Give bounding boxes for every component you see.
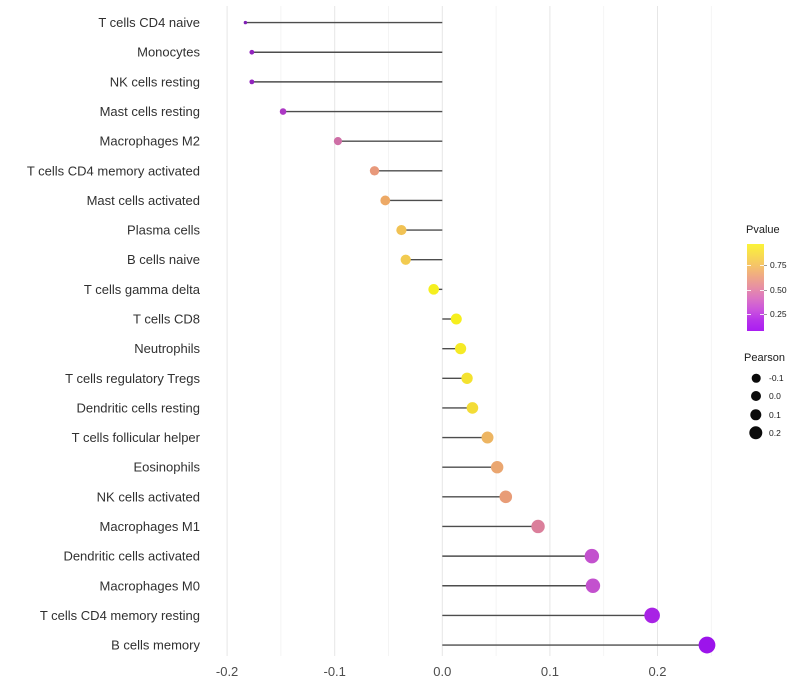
pvalue-tick-mark — [764, 314, 767, 315]
lollipop-dot — [461, 372, 473, 384]
lollipop-dot — [466, 402, 479, 414]
pearson-size-dot — [750, 409, 762, 421]
y-axis-label: B cells naive — [127, 252, 200, 267]
pearson-legend-item: 0.2 — [742, 426, 800, 440]
lollipop-dot — [585, 578, 601, 593]
lollipop-dot — [450, 313, 462, 325]
lollipop-dot — [279, 108, 287, 115]
pearson-legend-item: -0.1 — [742, 371, 800, 385]
pvalue-legend: Pvalue 0.75 0.50 0.25 — [742, 224, 800, 339]
y-axis-label: T cells follicular helper — [72, 430, 201, 445]
x-axis-tick-label: 0.2 — [648, 664, 666, 679]
pearson-legend: Pearson -0.1 0.0 0.1 0.2 — [742, 352, 800, 447]
pearson-size-dot — [751, 373, 761, 383]
lollipop-dot — [584, 548, 600, 564]
x-axis-tick-label: -0.1 — [323, 664, 345, 679]
pearson-size-label: 0.1 — [769, 410, 781, 420]
lollipop-dot — [454, 343, 467, 355]
y-axis-label: T cells CD8 — [133, 312, 200, 327]
y-axis-label: Mast cells resting — [100, 104, 200, 119]
lollipop-dot — [481, 431, 494, 444]
x-axis-tick-label: 0.1 — [541, 664, 559, 679]
y-axis-label: T cells CD4 memory activated — [27, 163, 200, 178]
y-axis-label: B cells memory — [111, 638, 200, 653]
y-axis-label: Monocytes — [137, 45, 200, 60]
y-axis-label: T cells CD4 memory resting — [40, 608, 200, 623]
pvalue-bar-tick — [760, 314, 764, 315]
pearson-size-dot — [749, 426, 763, 440]
pvalue-bar-tick — [747, 314, 751, 315]
y-axis-label: Plasma cells — [127, 223, 200, 238]
pvalue-tick-mark — [764, 290, 767, 291]
lollipop-dot — [644, 607, 660, 624]
y-axis-label: Dendritic cells resting — [76, 400, 200, 415]
y-axis-label: Macrophages M1 — [100, 519, 200, 534]
y-axis-label: T cells gamma delta — [84, 282, 201, 297]
pearson-legend-item: 0.1 — [742, 408, 800, 422]
pearson-size-label: 0.2 — [769, 428, 781, 438]
pearson-size-label: 0.0 — [769, 391, 781, 401]
pvalue-bar-tick — [760, 290, 764, 291]
lollipop-dot — [243, 20, 248, 25]
pvalue-gradient-bar — [747, 244, 764, 331]
y-axis-label: Macrophages M0 — [100, 578, 200, 593]
y-axis-label: Dendritic cells activated — [63, 549, 200, 564]
y-axis-label: Macrophages M2 — [100, 134, 200, 149]
pvalue-bar-tick — [747, 265, 751, 266]
lollipop-dot — [249, 49, 255, 55]
y-axis-label: T cells regulatory Tregs — [65, 371, 200, 386]
lollipop-dot — [698, 636, 716, 654]
pvalue-bar-tick — [747, 290, 751, 291]
lollipop-dot — [369, 166, 380, 176]
pearson-legend-item: 0.0 — [742, 389, 800, 403]
lollipop-dot — [531, 519, 545, 534]
x-axis-tick-label: -0.2 — [216, 664, 238, 679]
lollipop-dot — [249, 79, 255, 85]
y-axis-label: NK cells resting — [110, 74, 200, 89]
pearson-size-label: -0.1 — [769, 373, 784, 383]
lollipop-dot — [396, 224, 407, 236]
pvalue-legend-title: Pvalue — [746, 224, 780, 236]
y-axis-label: Neutrophils — [134, 341, 200, 356]
lollipop-dot — [499, 490, 513, 504]
lollipop-dot — [333, 137, 343, 146]
pvalue-tick-label: 0.50 — [770, 285, 787, 295]
y-axis-label: Mast cells activated — [87, 193, 200, 208]
x-axis-tick-label: 0.0 — [433, 664, 451, 679]
y-axis-label: NK cells activated — [97, 489, 200, 504]
lollipop-dot — [428, 284, 439, 295]
pearson-legend-title: Pearson — [744, 352, 785, 364]
pvalue-tick-mark — [764, 265, 767, 266]
y-axis-label: T cells CD4 naive — [98, 15, 200, 30]
pearson-size-dot — [751, 391, 761, 401]
pvalue-tick-label: 0.75 — [770, 260, 787, 270]
pvalue-bar-tick — [760, 265, 764, 266]
y-axis-label: Eosinophils — [134, 460, 201, 475]
lollipop-dot — [380, 195, 391, 206]
pvalue-tick-label: 0.25 — [770, 309, 787, 319]
lollipop-dot — [400, 254, 411, 265]
lollipop-dot — [490, 461, 504, 474]
